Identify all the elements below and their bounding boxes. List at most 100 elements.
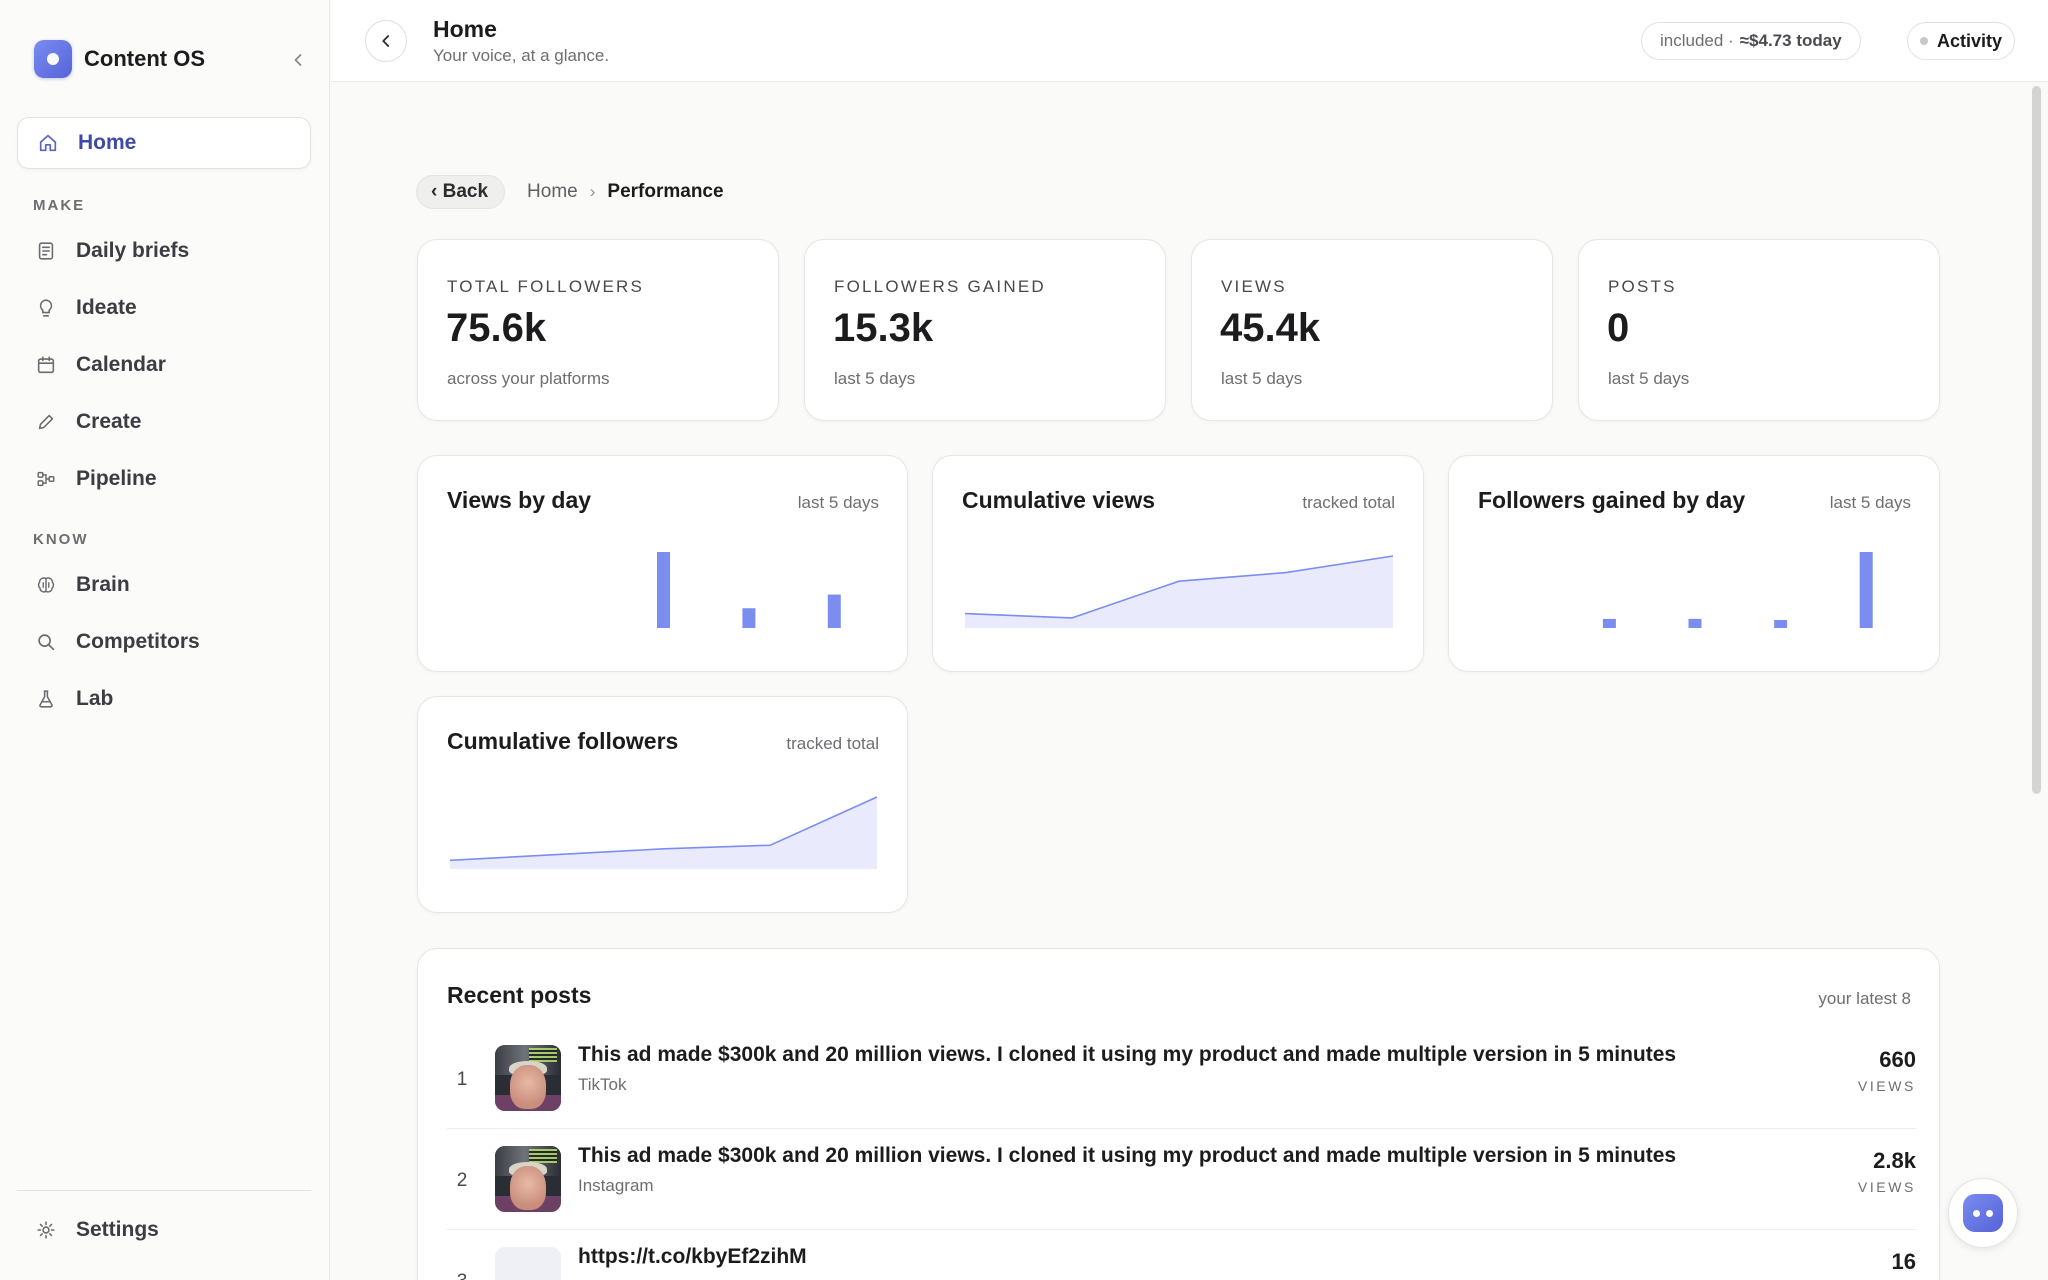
sidebar-item-lab[interactable]: Lab (34, 679, 113, 719)
post-views: 16 (1892, 1249, 1916, 1275)
sidebar-item-label: Lab (76, 687, 114, 710)
stat-value: 75.6k (446, 306, 547, 350)
status-dot-icon (1919, 37, 1928, 45)
stat-card-followers-gained: FOLLOWERS GAINED 15.3k last 5 days (804, 239, 1166, 421)
sidebar-item-calendar[interactable]: Calendar (34, 345, 166, 385)
sidebar-item-settings[interactable]: Settings (34, 1210, 159, 1250)
chart-tag: tracked total (786, 734, 879, 753)
page-title: Home (433, 16, 497, 42)
chart-bar (1774, 620, 1788, 628)
sidebar-item-label: Daily briefs (76, 239, 190, 262)
brand-name: Content OS (84, 46, 205, 71)
breadcrumb-home-link[interactable]: Home (527, 181, 578, 202)
back-button[interactable] (365, 20, 407, 62)
chart-tag: last 5 days (1829, 493, 1911, 512)
chart-area (450, 797, 877, 869)
chart-bar (657, 552, 670, 628)
cumulative-views-chart (964, 555, 1394, 628)
post-views: 2.8k VIEWS (1858, 1148, 1916, 1195)
sidebar: Content OS Home MAKE Daily briefs Ideate… (0, 0, 330, 1280)
pipeline-icon (34, 467, 58, 491)
gear-icon (34, 1218, 58, 1242)
chevron-left-icon (382, 35, 390, 47)
sidebar-item-ideate[interactable]: Ideate (34, 288, 137, 328)
activity-button[interactable]: Activity (1907, 22, 2015, 60)
sidebar-item-brain[interactable]: Brain (34, 565, 130, 605)
stat-sub: last 5 days (1221, 369, 1303, 388)
recent-posts-card: Recent posts your latest 8 1 This ad mad… (417, 948, 1940, 1280)
top-bar: Home Your voice, at a glance. included ·… (331, 0, 2048, 82)
stat-card-posts: POSTS 0 last 5 days (1578, 239, 1940, 421)
post-row[interactable]: 3 H https://t.co/kbyEf2zihM 16 (447, 1231, 1916, 1280)
stat-sub: across your platforms (447, 369, 610, 388)
scrollbar[interactable] (2032, 86, 2041, 794)
breadcrumb-back-button[interactable]: ‹ Back (416, 175, 506, 209)
sidebar-item-home[interactable]: Home (17, 117, 311, 169)
chart-title: Cumulative views (962, 487, 1156, 513)
sidebar-divider (17, 1190, 311, 1191)
post-rank: 2 (456, 1170, 468, 1191)
chart-title: Followers gained by day (1478, 487, 1746, 513)
sidebar-item-label: Home (78, 131, 137, 154)
sidebar-item-label: Pipeline (76, 467, 157, 490)
recent-posts-tag: your latest 8 (1818, 989, 1911, 1008)
stat-value: 0 (1607, 306, 1630, 350)
sidebar-item-create[interactable]: Create (34, 402, 141, 442)
stat-card-total-followers: TOTAL FOLLOWERS 75.6k across your platfo… (417, 239, 779, 421)
chart-title: Views by day (447, 487, 592, 513)
post-views: 660 VIEWS (1858, 1047, 1916, 1094)
brand[interactable]: Content OS (34, 40, 205, 78)
stat-label: TOTAL FOLLOWERS (447, 277, 645, 296)
post-views-count: 16 (1891, 1249, 1916, 1274)
post-row[interactable]: 2 This ad made $300k and 20 million view… (447, 1130, 1916, 1230)
assistant-button[interactable] (1948, 1178, 2018, 1248)
assistant-icon (1963, 1194, 2003, 1232)
cost-prefix: included · (1660, 31, 1734, 50)
cost-pill[interactable]: included · ≈$4.73 today (1641, 22, 1861, 60)
chart-tag: tracked total (1302, 493, 1395, 512)
post-thumbnail (495, 1146, 561, 1212)
chart-bar (1859, 552, 1873, 628)
post-views-count: 2.8k (1873, 1148, 1916, 1173)
sidebar-item-label: Brain (76, 573, 130, 596)
chart-card-cumulative-views: Cumulative views tracked total (932, 455, 1424, 672)
chart-bar (1688, 618, 1702, 628)
cost-value: ≈$4.73 today (1739, 31, 1842, 50)
document-icon (34, 239, 58, 263)
post-views-label: VIEWS (1857, 1078, 1916, 1094)
lightbulb-icon (34, 296, 58, 320)
activity-label: Activity (1936, 30, 2003, 51)
breadcrumb-separator: › (589, 182, 596, 201)
post-row[interactable]: 1 This ad made $300k and 20 million view… (447, 1029, 1916, 1129)
sidebar-item-competitors[interactable]: Competitors (34, 622, 200, 662)
pencil-icon (34, 410, 58, 434)
chart-bar (1602, 618, 1616, 628)
post-views-count: 660 (1879, 1047, 1916, 1072)
sidebar-item-daily-briefs[interactable]: Daily briefs (34, 231, 189, 271)
post-rank: 1 (456, 1069, 468, 1090)
stat-value: 15.3k (833, 306, 934, 350)
chart-title: Cumulative followers (447, 728, 679, 754)
post-views-label: VIEWS (1857, 1179, 1916, 1195)
stat-label: VIEWS (1221, 277, 1287, 296)
main-content: ‹ Back Home › Performance TOTAL FOLLOWER… (331, 83, 2048, 1280)
breadcrumb-current: Performance (607, 181, 724, 202)
chart-card-followers-by-day: Followers gained by day last 5 days (1448, 455, 1940, 672)
post-platform: TikTok (578, 1075, 627, 1094)
post-rank: 3 (447, 1271, 477, 1280)
brain-icon (34, 573, 58, 597)
home-icon (36, 131, 60, 155)
chart-bar (827, 594, 841, 628)
stat-sub: last 5 days (1608, 369, 1690, 388)
post-platform: Instagram (578, 1176, 654, 1195)
stat-card-views: VIEWS 45.4k last 5 days (1191, 239, 1553, 421)
post-title: This ad made $300k and 20 million views.… (578, 1043, 1677, 1066)
chart-area (965, 556, 1393, 628)
post-title: https://t.co/kbyEf2zihM (578, 1245, 807, 1268)
sidebar-item-label: Settings (76, 1218, 159, 1241)
sidebar-item-pipeline[interactable]: Pipeline (34, 459, 157, 499)
stat-label: FOLLOWERS GAINED (834, 277, 1046, 296)
chart-card-cumulative-followers: Cumulative followers tracked total (417, 696, 908, 913)
collapse-sidebar-icon[interactable] (288, 50, 308, 70)
post-title: This ad made $300k and 20 million views.… (578, 1144, 1677, 1167)
